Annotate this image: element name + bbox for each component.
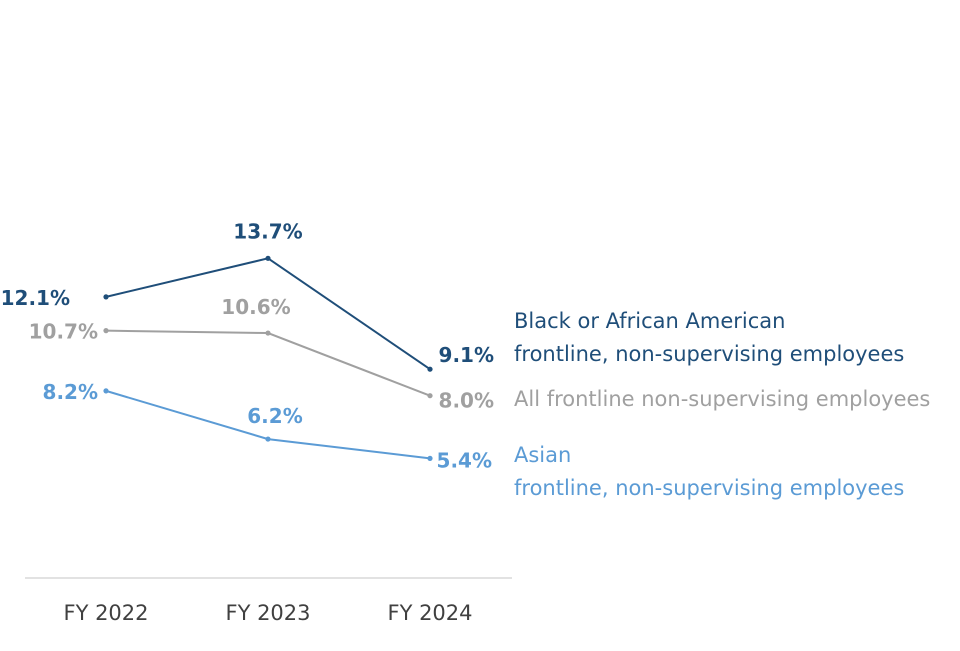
data-label-layer: 12.1% 13.7% 9.1% 10.7% 10.6% 8.0% 8.2% 6.2% 5.4% bbox=[1, 219, 494, 472]
data-label-all-frontline-1: 10.7% bbox=[29, 320, 98, 344]
legend-text-asian-2: frontline, non-supervising employees bbox=[514, 476, 904, 500]
data-point-all-frontline-1 bbox=[103, 328, 109, 334]
data-point-all-frontline-2 bbox=[265, 330, 271, 336]
data-label-asian-1: 8.2% bbox=[43, 380, 98, 404]
legend-text-all-frontline-1: All frontline non-supervising employees bbox=[514, 387, 930, 411]
data-point-black-or-african-american-3 bbox=[427, 366, 433, 372]
data-point-black-or-african-american-1 bbox=[103, 294, 109, 300]
data-label-asian-2: 6.2% bbox=[247, 404, 302, 428]
data-label-black-or-african-american-2: 13.7% bbox=[233, 219, 302, 243]
legend-text-black-or-african-american-1: Black or African American bbox=[514, 309, 785, 333]
x-tick-label-2: FY 2023 bbox=[225, 601, 310, 625]
data-label-black-or-african-american-3: 9.1% bbox=[439, 343, 494, 367]
data-label-all-frontline-3: 8.0% bbox=[439, 389, 494, 413]
data-point-asian-1 bbox=[103, 388, 109, 394]
legend-text-black-or-african-american-2: frontline, non-supervising employees bbox=[514, 342, 904, 366]
data-label-black-or-african-american-1: 12.1% bbox=[1, 286, 70, 310]
data-point-asian-3 bbox=[427, 455, 433, 461]
data-point-asian-2 bbox=[265, 436, 271, 442]
legend-text-asian-1: Asian bbox=[514, 443, 571, 467]
series-line-all-frontline bbox=[105, 329, 431, 397]
data-point-black-or-african-american-2 bbox=[265, 255, 271, 261]
legend-layer: Black or African American frontline, non-… bbox=[514, 309, 930, 500]
data-point-all-frontline-3 bbox=[427, 393, 433, 399]
x-tick-layer: FY 2022 FY 2023 FY 2024 bbox=[63, 601, 472, 625]
x-tick-label-1: FY 2022 bbox=[63, 601, 148, 625]
data-label-all-frontline-2: 10.6% bbox=[221, 295, 290, 319]
x-tick-label-3: FY 2024 bbox=[387, 601, 472, 625]
series-layer bbox=[103, 255, 433, 461]
data-label-asian-3: 5.4% bbox=[437, 448, 492, 472]
